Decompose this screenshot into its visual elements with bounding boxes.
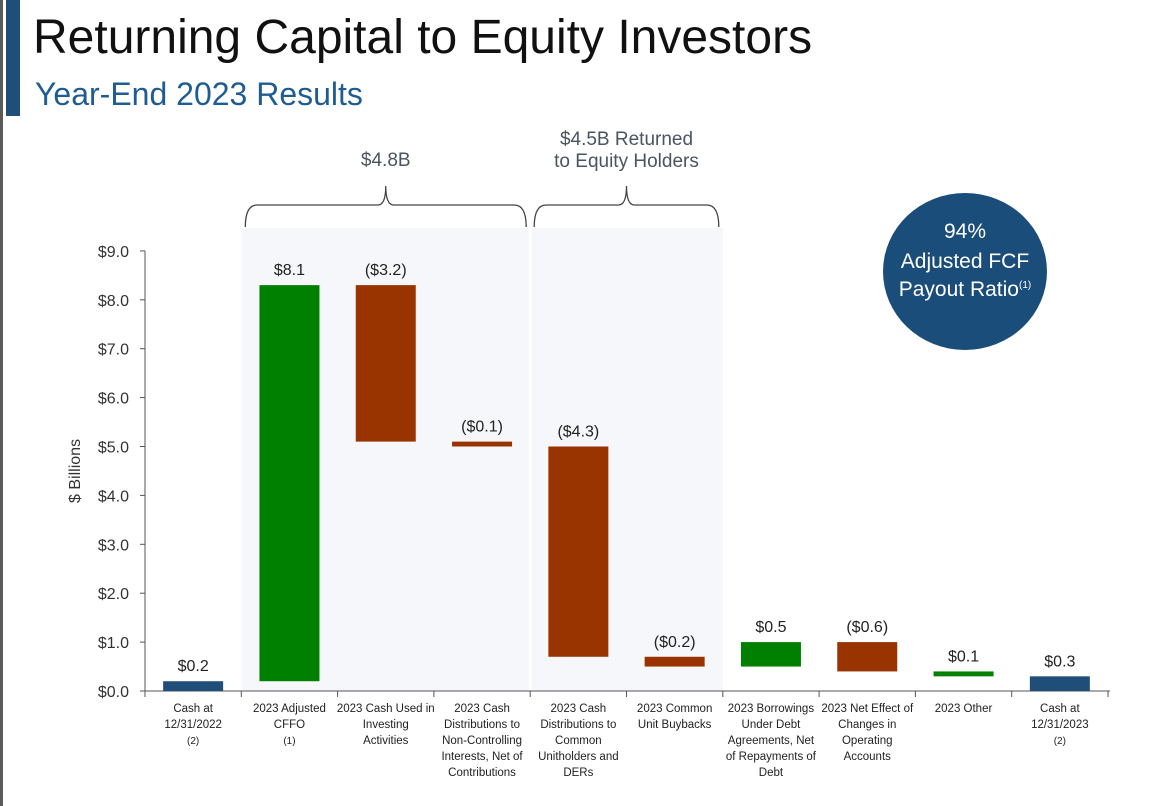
bar-9 <box>933 671 994 677</box>
x-category-label: (1) <box>283 736 295 747</box>
x-category-label: Distributions to <box>540 719 616 731</box>
x-category-label: Cash at <box>173 703 213 715</box>
brace-label-1-1: $4.8B <box>361 150 411 171</box>
bar-2 <box>259 285 320 682</box>
x-category-label: Investing <box>363 719 409 731</box>
x-category-label: 2023 Cash Used in <box>337 703 435 715</box>
brace-label-2-2: to Equity Holders <box>554 151 699 172</box>
payout-ratio-label-1: Adjusted FCF <box>900 250 1030 273</box>
bar-5 <box>548 446 609 657</box>
payout-ratio-badge: 94% Adjusted FCF Payout Ratio(1) <box>883 193 1047 350</box>
bar-1 <box>163 681 224 691</box>
shade-rect <box>241 228 723 691</box>
value-label-9: $0.1 <box>948 648 979 665</box>
payout-ratio-label-2: Payout Ratio <box>898 278 1019 301</box>
y-tick-label: $7.0 <box>98 342 129 359</box>
x-category-label: 12/31/2023 <box>1031 719 1089 731</box>
x-category-label: (2) <box>1054 736 1066 747</box>
bar-group <box>163 285 1090 691</box>
x-category-label: CFFO <box>274 719 305 731</box>
value-label-2: $8.1 <box>274 262 305 279</box>
chart-axes: $0.0 $1.0 $2.0 $3.0 $4.0 $5.0 $6.0 $7.0 $8.0 $9.0… <box>67 244 1110 701</box>
x-category-label: DERs <box>563 767 593 779</box>
page-subtitle: Year-End 2023 Results <box>35 76 363 112</box>
x-category-label: Unit Buybacks <box>638 719 712 731</box>
left-edge-rule <box>0 0 3 806</box>
x-category-label: Interests, Net of <box>441 751 523 763</box>
x-category-label: 2023 Cash <box>551 703 607 715</box>
y-tick-label: $4.0 <box>98 488 129 505</box>
x-category-label: Changes in <box>838 719 896 731</box>
x-category-label: Accounts <box>844 751 892 763</box>
value-label-10: $0.3 <box>1044 653 1075 670</box>
value-label-8: ($0.6) <box>846 619 888 636</box>
value-label-4: ($0.1) <box>461 419 503 436</box>
page-title: Returning Capital to Equity Investors <box>33 11 813 64</box>
x-category-label: 2023 Adjusted <box>253 703 326 715</box>
x-category-label: Operating <box>842 735 893 747</box>
x-category-label: Distributions to <box>444 719 520 731</box>
x-category-label: Common <box>555 735 602 747</box>
bar-10 <box>1029 676 1090 691</box>
y-tick-label: $0.0 <box>98 684 129 701</box>
x-category-label: Activities <box>363 735 409 747</box>
bar-7 <box>740 642 801 667</box>
y-tick-label: $8.0 <box>98 293 129 310</box>
y-tick-label: $2.0 <box>98 586 129 603</box>
x-category-label: Agreements, Net <box>728 735 815 747</box>
bar-6 <box>644 656 705 667</box>
payout-ratio-footnote: (1) <box>1019 280 1032 291</box>
x-category-label: 12/31/2022 <box>164 719 222 731</box>
x-category-label: (2) <box>187 736 199 747</box>
x-category-label: Cash at <box>1040 703 1080 715</box>
y-tick-label: $6.0 <box>98 391 129 408</box>
bar-4 <box>452 441 513 447</box>
value-label-3: ($3.2) <box>365 262 407 279</box>
value-label-1: $0.2 <box>178 658 209 675</box>
x-category-label: Debt <box>759 767 784 779</box>
x-category-label: Non-Controlling <box>442 735 522 747</box>
x-category-label: 2023 Other <box>935 703 993 715</box>
payout-ratio-value: 94% <box>943 220 987 243</box>
x-category-label: Under Debt <box>742 719 802 731</box>
x-category-label: 2023 Common <box>637 703 712 715</box>
value-label-6: ($0.2) <box>654 634 696 651</box>
value-label-5: ($4.3) <box>557 424 599 441</box>
x-category-label: 2023 Borrowings <box>728 703 815 715</box>
x-category-label: 2023 Cash <box>454 703 510 715</box>
y-axis-label: $ Billions <box>67 439 84 503</box>
label-group: Cash at 12/31/2022 (2) 2023 Adjusted CFFO (1)… <box>164 262 1088 779</box>
x-category-label: of Repayments of <box>726 751 817 763</box>
y-tick-label: $5.0 <box>98 440 129 457</box>
x-category-label: Unitholders and <box>538 751 619 763</box>
y-tick-label: $1.0 <box>98 635 129 652</box>
x-category-label: 2023 Net Effect of <box>821 703 914 715</box>
y-tick-label: $9.0 <box>98 244 129 261</box>
x-category-label: Contributions <box>448 767 516 779</box>
bar-8 <box>837 642 898 672</box>
y-tick-label: $3.0 <box>98 537 129 554</box>
brace-1 <box>244 185 527 228</box>
shaded-region <box>241 228 723 691</box>
brace-2 <box>533 185 720 228</box>
title-accent-bar <box>6 0 20 116</box>
brace-label-2-1: $4.5B Returned <box>560 129 693 150</box>
bar-3 <box>355 285 416 442</box>
value-label-7: $0.5 <box>755 619 786 636</box>
